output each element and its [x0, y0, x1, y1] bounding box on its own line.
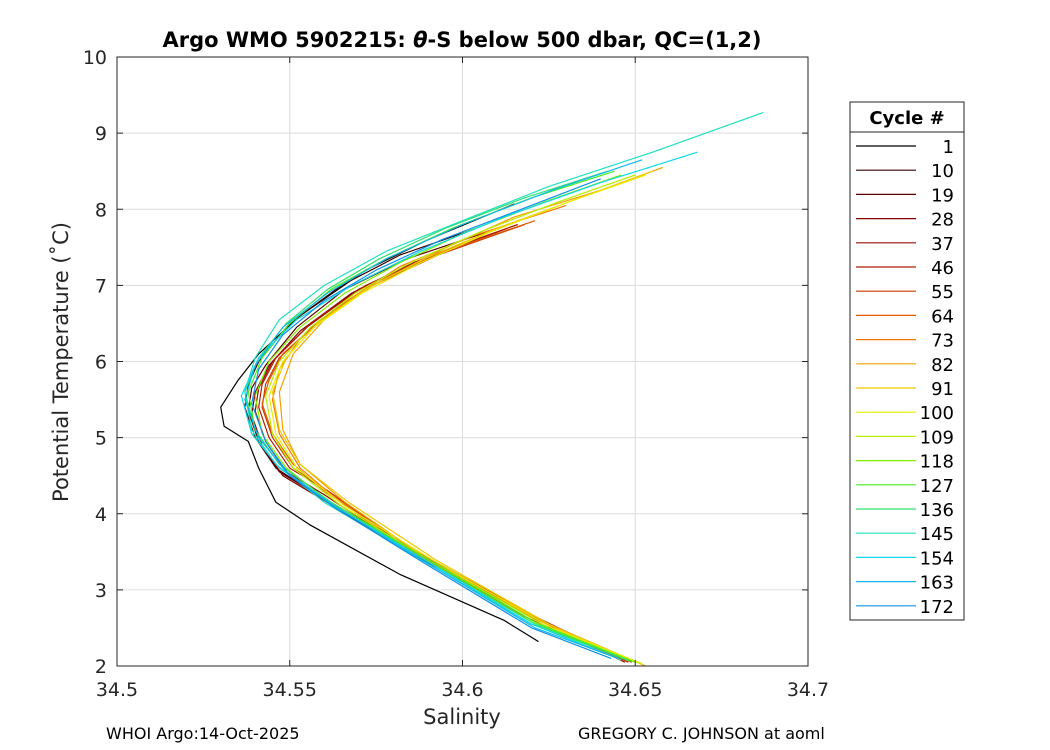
legend-entry: 19	[856, 185, 954, 206]
legend-entry: 1	[856, 137, 954, 158]
y-tick-label: 8	[95, 199, 107, 221]
legend-label: 163	[920, 573, 954, 594]
series-line-cycle-100	[268, 174, 646, 665]
x-tick-label: 34.5	[96, 679, 138, 701]
legend-entry: 109	[856, 427, 954, 448]
legend-label: 82	[931, 355, 954, 376]
legend-entry: 10	[856, 161, 954, 182]
series-group	[220, 112, 764, 667]
legend-label: 145	[920, 524, 954, 545]
legend-label: 46	[931, 258, 954, 279]
legend-label: 10	[931, 161, 954, 182]
legend-entry: 154	[856, 548, 954, 569]
chart-title-prefix: Argo WMO 5902215:	[162, 28, 413, 52]
legend-entry: 73	[856, 331, 954, 352]
legend-label: 91	[931, 379, 954, 400]
ticks: 34.5 34.55 34.6 34.65 34.7 2 3 4 5 6 7 8 9 10	[83, 47, 829, 701]
legend-entries: 1 10 19 28 37 46 55 64 73 82 91 100 109 118 127 136 145 1…	[856, 137, 954, 618]
legend-entry: 55	[856, 282, 954, 303]
y-tick-label: 4	[95, 504, 107, 526]
y-tick-label: 3	[95, 580, 107, 602]
legend-label: 118	[920, 452, 954, 473]
legend-entry: 46	[856, 258, 954, 279]
legend-label: 73	[931, 331, 954, 352]
legend-entry: 136	[856, 500, 954, 521]
legend-entry: 37	[856, 234, 954, 255]
chart-title-suffix: -S below 500 dbar, QC=(1,2)	[428, 28, 762, 52]
legend-label: 64	[931, 306, 954, 327]
y-tick-label: 7	[95, 275, 107, 297]
y-tick-label: 5	[95, 428, 107, 450]
legend-entry: 172	[856, 597, 954, 618]
legend-entry: 145	[856, 524, 954, 545]
legend-entry: 82	[856, 355, 954, 376]
x-tick-label: 34.65	[608, 679, 662, 701]
series-line-cycle-91	[271, 170, 653, 666]
legend-label: 136	[920, 500, 954, 521]
legend-entry: 127	[856, 476, 954, 497]
footer-left: WHOI Argo:14-Oct-2025	[106, 724, 300, 743]
legend-label: 154	[920, 548, 954, 569]
legend-label: 19	[931, 185, 954, 206]
x-tick-label: 34.55	[263, 679, 317, 701]
chart-title: Argo WMO 5902215: θ-S below 500 dbar, QC…	[162, 28, 761, 52]
legend-label: 37	[931, 234, 954, 255]
x-tick-label: 34.6	[441, 679, 483, 701]
legend-entry: 118	[856, 452, 954, 473]
series-line-cycle-1	[220, 203, 539, 643]
legend-label: 172	[920, 597, 954, 618]
footer-right: GREGORY C. JOHNSON at aoml	[578, 724, 825, 743]
legend: Cycle # 1 10 19 28 37 46 55 64 73 82 91 100 109 118 12…	[849, 101, 965, 621]
x-axis-label: Salinity	[423, 705, 501, 729]
legend-entry: 91	[856, 379, 954, 400]
y-tick-label: 2	[95, 656, 107, 678]
chart-title-theta: θ	[413, 28, 427, 52]
y-tick-label: 9	[95, 123, 107, 145]
legend-label: 28	[931, 210, 954, 231]
legend-title: Cycle #	[869, 108, 944, 129]
y-tick-label: 6	[95, 352, 107, 374]
legend-entry: 100	[856, 403, 954, 424]
x-tick-label: 34.7	[787, 679, 829, 701]
y-tick-label: 10	[83, 47, 107, 69]
series-line-cycle-127	[247, 170, 633, 662]
legend-entry: 64	[856, 306, 954, 327]
legend-label: 1	[943, 137, 954, 158]
legend-label: 109	[920, 427, 954, 448]
legend-entry: 163	[856, 573, 954, 594]
legend-label: 55	[931, 282, 954, 303]
series-line-cycle-154	[240, 151, 698, 659]
y-axis-label: Potential Temperature (˚C)	[49, 222, 73, 502]
series-line-cycle-172	[251, 178, 612, 659]
series-line-cycle-82	[278, 166, 664, 667]
legend-label: 127	[920, 476, 954, 497]
legend-label: 100	[920, 403, 954, 424]
series-line-cycle-163	[244, 159, 643, 659]
legend-entry: 28	[856, 210, 954, 231]
